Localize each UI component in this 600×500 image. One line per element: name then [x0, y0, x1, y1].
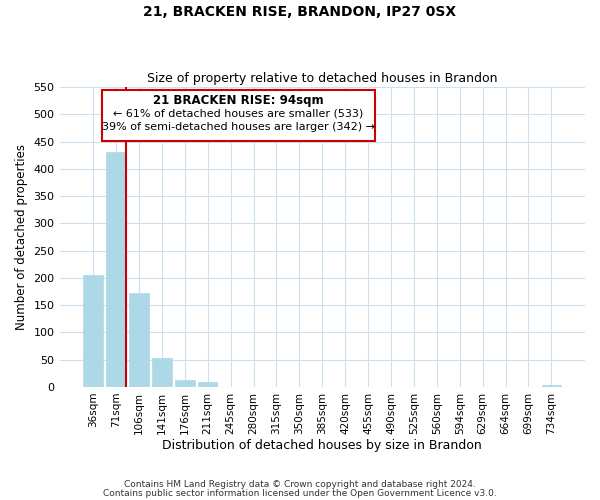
FancyBboxPatch shape: [101, 90, 375, 141]
Bar: [542, 386, 561, 387]
Bar: [83, 274, 103, 387]
Text: ← 61% of detached houses are smaller (533): ← 61% of detached houses are smaller (53…: [113, 108, 364, 118]
Text: 39% of semi-detached houses are larger (342) →: 39% of semi-detached houses are larger (…: [101, 122, 374, 132]
X-axis label: Distribution of detached houses by size in Brandon: Distribution of detached houses by size …: [163, 440, 482, 452]
Text: 21 BRACKEN RISE: 94sqm: 21 BRACKEN RISE: 94sqm: [153, 94, 323, 106]
Text: 21, BRACKEN RISE, BRANDON, IP27 0SX: 21, BRACKEN RISE, BRANDON, IP27 0SX: [143, 5, 457, 19]
Bar: [175, 380, 194, 387]
Bar: [152, 358, 172, 387]
Y-axis label: Number of detached properties: Number of detached properties: [15, 144, 28, 330]
Title: Size of property relative to detached houses in Brandon: Size of property relative to detached ho…: [147, 72, 497, 85]
Text: Contains public sector information licensed under the Open Government Licence v3: Contains public sector information licen…: [103, 489, 497, 498]
Bar: [129, 293, 149, 387]
Bar: [106, 152, 126, 387]
Text: Contains HM Land Registry data © Crown copyright and database right 2024.: Contains HM Land Registry data © Crown c…: [124, 480, 476, 489]
Bar: [198, 382, 217, 387]
